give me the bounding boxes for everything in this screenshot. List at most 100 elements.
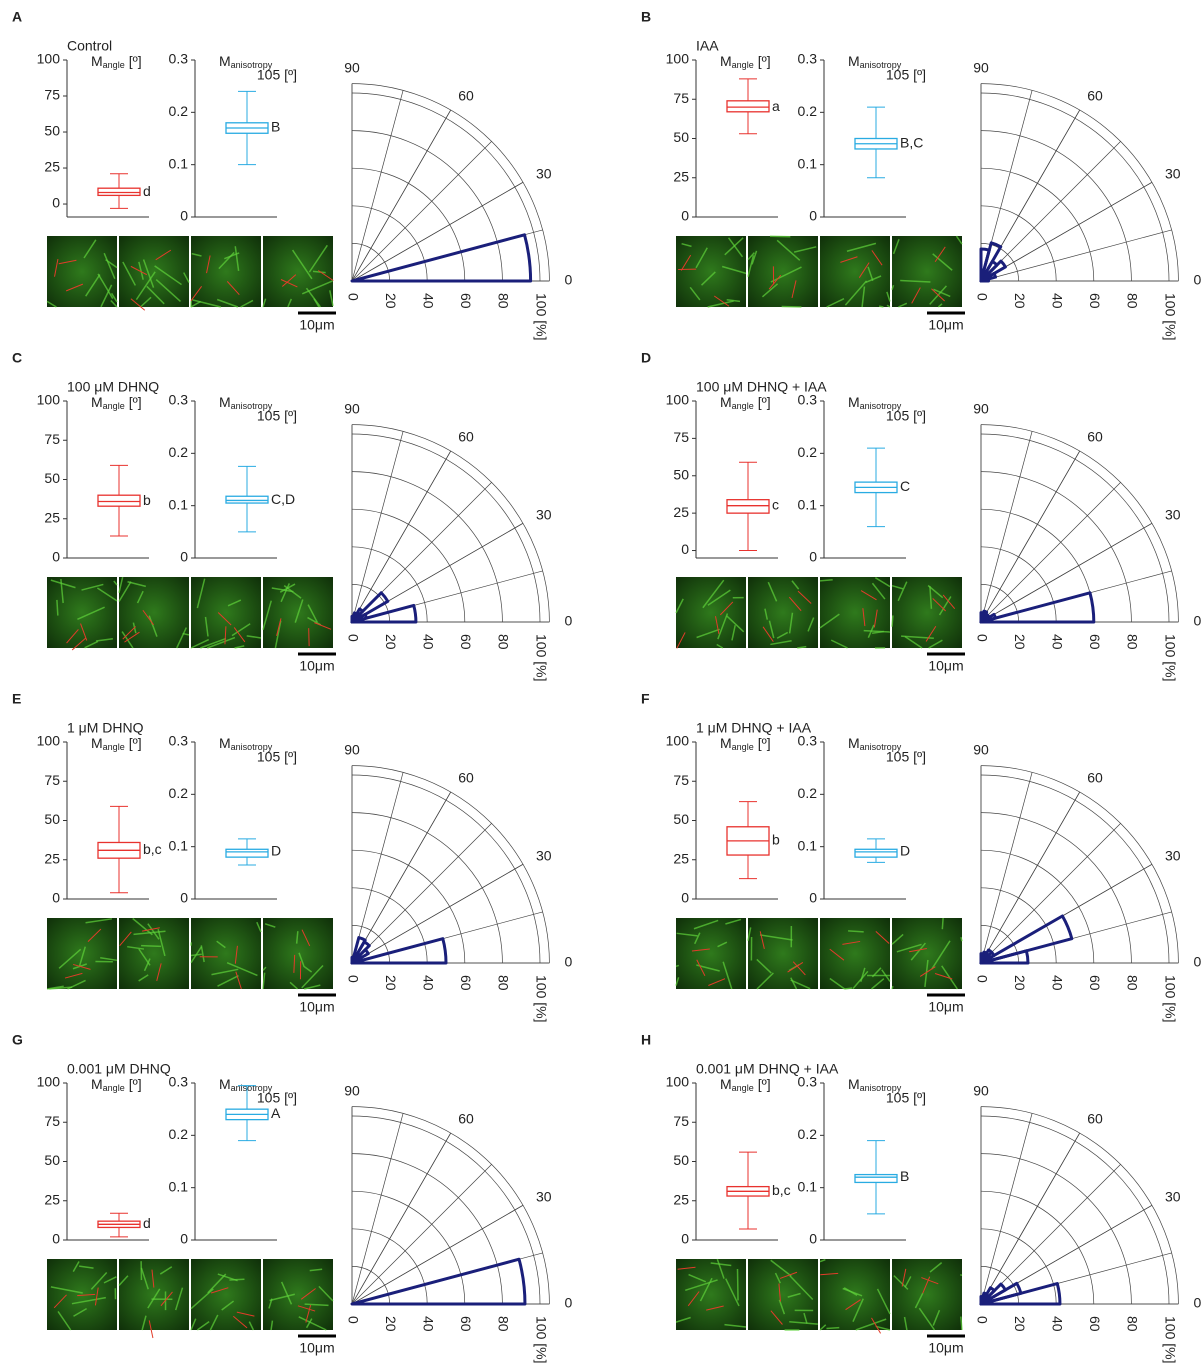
- filament: [960, 936, 963, 942]
- filament: [846, 242, 877, 252]
- y-tick-label: 100: [37, 733, 61, 749]
- filament: [200, 945, 205, 963]
- micrograph: [47, 577, 118, 651]
- micrograph-bg: [820, 918, 890, 989]
- rose-wedge: [979, 247, 991, 283]
- filament: [226, 961, 258, 977]
- label-main: M: [219, 394, 231, 410]
- micrograph: [676, 236, 747, 308]
- filament: [196, 1320, 210, 1331]
- micrograph: [118, 1259, 189, 1339]
- y-tick-label: 50: [44, 811, 60, 827]
- panel-label: E: [12, 691, 21, 707]
- theta-tick-label: 0: [564, 1295, 572, 1311]
- filament: [689, 286, 701, 301]
- filament: [262, 972, 266, 990]
- r-tick-label: 80: [496, 1316, 512, 1332]
- filament: [826, 1326, 840, 1330]
- r-tick-label: 60: [1087, 634, 1103, 650]
- filament: [874, 577, 891, 588]
- panel-label: A: [12, 9, 22, 25]
- filament: [148, 615, 158, 637]
- label-unit: [º]: [129, 1076, 142, 1092]
- filament: [127, 580, 146, 588]
- rose-wedge: [979, 1294, 985, 1306]
- rose-wedge: [350, 591, 390, 624]
- r-tick-label: 20: [1012, 1316, 1028, 1332]
- orientation-line: [871, 250, 883, 266]
- box-annotation: d: [143, 1215, 151, 1231]
- r-tick-label: 0: [345, 634, 361, 642]
- micrograph: [262, 236, 334, 308]
- filament: [860, 967, 866, 982]
- scale-bar-label: 10μm: [299, 999, 334, 1015]
- filament: [146, 285, 165, 305]
- filament: [891, 933, 904, 945]
- filament: [190, 638, 210, 649]
- box-annotation: b: [143, 492, 151, 508]
- theta-tick-label: 30: [1165, 1188, 1181, 1204]
- filament: [217, 975, 239, 987]
- y-axis-label: Mangle [º]: [720, 1076, 771, 1094]
- filament: [830, 639, 848, 649]
- micrograph-bg: [820, 236, 890, 307]
- rose-wedge: [979, 948, 994, 965]
- orientation-line: [142, 609, 154, 626]
- r-tick-label: 40: [1049, 634, 1065, 650]
- filament: [234, 246, 240, 271]
- box-annotation: A: [271, 1105, 281, 1121]
- y-tick-label: 0.2: [798, 444, 818, 460]
- y-tick-label: 0.2: [798, 103, 818, 119]
- orientation-line: [58, 259, 77, 265]
- filament: [807, 617, 815, 632]
- y-tick-label: 0.2: [798, 1126, 818, 1142]
- filament: [751, 250, 758, 265]
- filament: [229, 1278, 245, 1281]
- theta-tick-label: 60: [458, 429, 474, 445]
- rose-wedge: [979, 259, 1007, 283]
- orientation-line: [842, 940, 861, 945]
- spoke-grid: [351, 772, 404, 964]
- theta-tick-label: 30: [1165, 847, 1181, 863]
- y-tick-label: 50: [44, 123, 60, 139]
- filament: [722, 961, 733, 990]
- y-tick-label: 75: [44, 87, 60, 103]
- r-tick-label: 60: [458, 293, 474, 309]
- theta-tick: [980, 450, 1081, 623]
- rose-wedge: [979, 612, 998, 624]
- filament: [105, 258, 118, 269]
- micrograph: [891, 917, 963, 990]
- filament: [861, 286, 866, 308]
- filament: [767, 581, 778, 602]
- label-unit: [º]: [758, 1076, 771, 1092]
- y-tick-label: 50: [44, 470, 60, 486]
- filament: [790, 979, 811, 990]
- filament: [50, 579, 76, 589]
- theta-tick-label: 0: [564, 613, 572, 629]
- orientation-line: [293, 954, 296, 973]
- micrograph-bg: [47, 918, 117, 989]
- filament: [770, 1259, 792, 1277]
- box: [854, 1173, 898, 1184]
- spoke-grid: [980, 1113, 1033, 1305]
- filament: [819, 1324, 827, 1331]
- y-tick-label: 0.3: [798, 51, 818, 67]
- micrograph-bg: [119, 577, 189, 648]
- filament: [118, 581, 132, 602]
- filament: [159, 1266, 173, 1275]
- label-sub: anisotropy: [860, 742, 902, 752]
- y-tick-label: 75: [44, 1113, 60, 1129]
- panel-title: IAA: [696, 38, 719, 54]
- panel-label: B: [641, 9, 651, 25]
- filament: [842, 1287, 863, 1297]
- panel-label: F: [641, 691, 650, 707]
- y-tick-label: 0.3: [169, 51, 189, 67]
- box-annotation: D: [900, 843, 910, 859]
- box-annotation: b: [772, 832, 780, 848]
- orientation-line: [919, 966, 936, 977]
- theta-tick-label: 30: [536, 506, 552, 522]
- label-sub: angle: [732, 401, 754, 411]
- r-tick-label: 40: [420, 1316, 436, 1332]
- filament: [725, 918, 742, 925]
- y-tick-label: 75: [44, 431, 60, 447]
